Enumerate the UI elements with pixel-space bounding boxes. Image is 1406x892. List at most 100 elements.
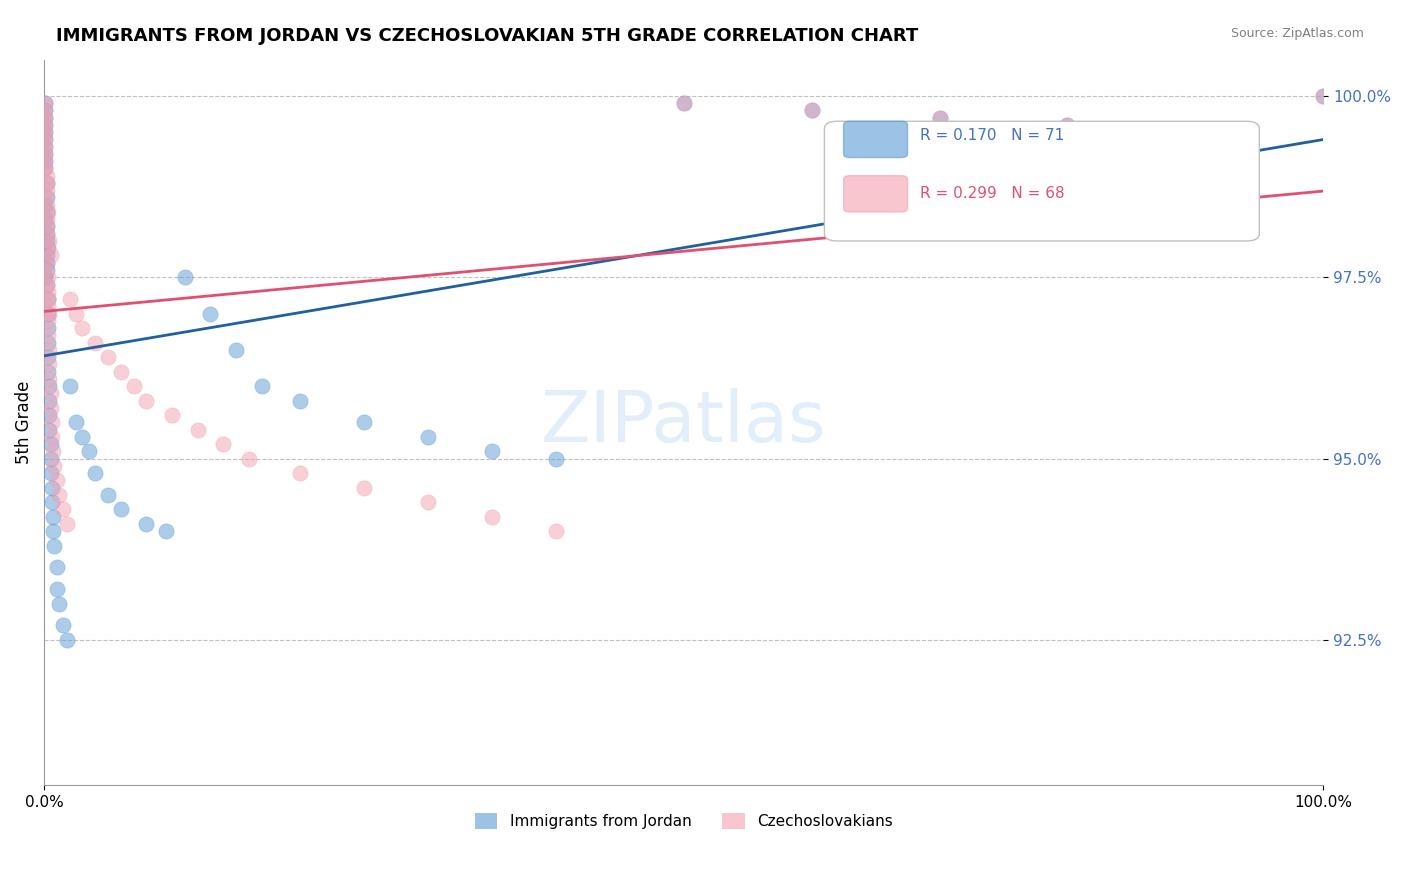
Point <box>34 118 56 132</box>
Point <box>37 350 59 364</box>
Point <box>1056 118 1078 132</box>
Point <box>34 125 56 139</box>
Point <box>34 154 56 169</box>
Text: R = 0.299   N = 68: R = 0.299 N = 68 <box>921 186 1064 202</box>
Point <box>34 190 56 204</box>
Point <box>84 466 107 480</box>
Point <box>110 365 132 379</box>
Text: IMMIGRANTS FROM JORDAN VS CZECHOSLOVAKIAN 5TH GRADE CORRELATION CHART: IMMIGRANTS FROM JORDAN VS CZECHOSLOVAKIA… <box>56 27 918 45</box>
Point <box>37 292 59 306</box>
Point <box>39 437 62 451</box>
Point <box>35 219 58 234</box>
Text: ZIPatlas: ZIPatlas <box>541 388 827 457</box>
Point <box>35 176 58 190</box>
Point <box>37 241 59 255</box>
Point <box>34 103 56 118</box>
Point <box>35 219 58 234</box>
Point <box>37 292 59 306</box>
Point <box>65 415 87 429</box>
Point <box>37 306 59 320</box>
Point <box>34 125 56 139</box>
Point <box>56 516 79 531</box>
Point <box>1312 88 1334 103</box>
Point <box>135 393 157 408</box>
Point <box>34 212 56 227</box>
Point <box>39 401 62 415</box>
Point <box>160 408 183 422</box>
Point <box>34 270 56 285</box>
Point <box>416 495 439 509</box>
Point <box>35 227 58 241</box>
Point <box>37 321 59 335</box>
Point <box>34 96 56 111</box>
Point <box>38 408 60 422</box>
Point <box>225 343 247 357</box>
Point <box>1056 118 1078 132</box>
Point <box>35 277 58 292</box>
Point <box>48 597 70 611</box>
Point <box>34 111 56 125</box>
Point <box>481 444 503 458</box>
Point <box>42 444 65 458</box>
Point <box>353 481 375 495</box>
Point <box>38 234 60 248</box>
Point <box>35 190 58 204</box>
Point <box>187 423 209 437</box>
Point <box>37 328 59 343</box>
Point <box>34 118 56 132</box>
Point <box>59 292 82 306</box>
Point <box>1184 125 1206 139</box>
Point <box>34 139 56 153</box>
Point <box>34 132 56 146</box>
Point <box>38 372 60 386</box>
Point <box>672 96 695 111</box>
Point <box>42 509 65 524</box>
Point <box>250 379 273 393</box>
Point <box>52 618 75 632</box>
Point <box>34 263 56 277</box>
Point <box>212 437 235 451</box>
Point <box>37 314 59 328</box>
Point <box>41 495 63 509</box>
Point <box>110 502 132 516</box>
Point <box>35 256 58 270</box>
Point <box>928 111 950 125</box>
Point <box>59 379 82 393</box>
Point <box>72 430 94 444</box>
Point <box>35 183 58 197</box>
Point <box>38 357 60 371</box>
Point <box>34 161 56 176</box>
Point <box>200 306 222 320</box>
Point <box>34 197 56 211</box>
Point <box>35 176 58 190</box>
Point <box>41 481 63 495</box>
Point <box>416 430 439 444</box>
Point <box>1312 88 1334 103</box>
Point <box>544 451 567 466</box>
Point <box>35 277 58 292</box>
FancyBboxPatch shape <box>824 121 1260 241</box>
Point <box>48 488 70 502</box>
Point <box>56 632 79 647</box>
Point <box>34 161 56 176</box>
Point <box>44 539 66 553</box>
Point <box>39 451 62 466</box>
Point <box>39 248 62 262</box>
Legend: Immigrants from Jordan, Czechoslovakians: Immigrants from Jordan, Czechoslovakians <box>468 807 898 836</box>
Point <box>38 393 60 408</box>
Point <box>672 96 695 111</box>
Point <box>238 451 260 466</box>
Point <box>41 430 63 444</box>
Point <box>41 415 63 429</box>
Point <box>155 524 177 538</box>
Point <box>34 147 56 161</box>
Point <box>45 474 67 488</box>
Point <box>45 582 67 597</box>
Point <box>34 154 56 169</box>
FancyBboxPatch shape <box>844 176 907 212</box>
Text: Source: ZipAtlas.com: Source: ZipAtlas.com <box>1230 27 1364 40</box>
Point <box>37 270 59 285</box>
Point <box>35 212 58 227</box>
Point <box>97 488 120 502</box>
Point <box>800 103 823 118</box>
